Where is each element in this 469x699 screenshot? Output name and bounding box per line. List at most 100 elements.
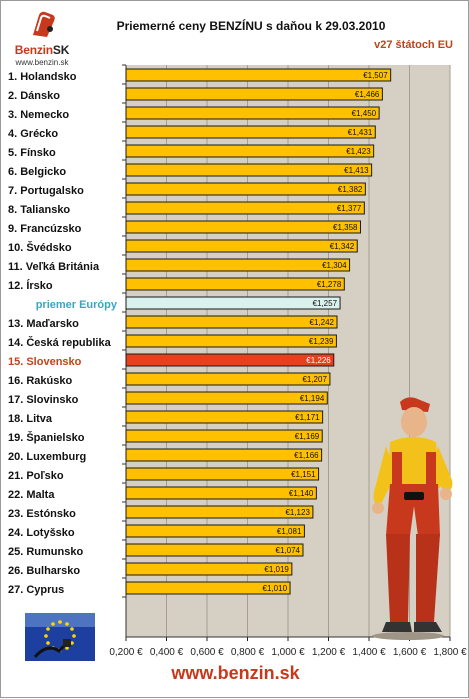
bar-value-label: €1,423 [346, 147, 371, 156]
bar-value-label: €1,169 [295, 432, 320, 441]
country-label: 24. Lotyšsko [8, 527, 75, 539]
country-label: 3. Nemecko [8, 109, 69, 121]
bar[interactable] [125, 505, 314, 519]
bar[interactable] [125, 429, 323, 443]
bar-value-label: €1,081 [277, 527, 302, 536]
bar[interactable] [125, 486, 317, 500]
bar[interactable] [125, 144, 375, 158]
bar[interactable] [125, 581, 291, 595]
x-tick-label: 1,200 € [312, 647, 346, 658]
bar[interactable] [125, 87, 383, 101]
bar[interactable] [125, 372, 331, 386]
bar[interactable] [125, 68, 392, 82]
bar-value-label: €1,207 [302, 375, 327, 384]
bar-value-label: €1,226 [306, 356, 331, 365]
eu-flag-icon [25, 613, 95, 661]
bar-value-label: €1,166 [294, 451, 319, 460]
country-label: 22. Malta [8, 489, 55, 501]
bar[interactable] [125, 467, 320, 481]
bar-value-label: €1,074 [276, 546, 301, 555]
bar[interactable] [125, 562, 293, 576]
average-label: priemer Európy [36, 299, 118, 311]
bar-value-label: €1,278 [317, 280, 342, 289]
country-label: 11. Veľká Británia [8, 261, 100, 273]
bar[interactable] [125, 353, 335, 367]
bar[interactable] [125, 125, 376, 139]
country-label: 12. Írsko [8, 279, 53, 292]
bar[interactable] [125, 277, 345, 291]
bar-value-label: €1,304 [322, 261, 347, 270]
bar-value-label: €1,242 [310, 318, 335, 327]
bar[interactable] [125, 106, 380, 120]
bar[interactable] [125, 334, 337, 348]
bar-value-label: €1,019 [264, 565, 289, 574]
country-label: 5. Fínsko [8, 147, 56, 159]
bar[interactable] [125, 410, 324, 424]
bar[interactable] [125, 220, 361, 234]
logo-brand: BenzinSK [14, 43, 70, 57]
bars: €1,507 €1,466 €1,450 €1,431 €1,423 €1,413 €1,3… [125, 68, 392, 595]
bar-value-label: €1,466 [355, 90, 380, 99]
country-label: 15. Slovensko [8, 356, 82, 368]
bar-value-label: €1,358 [333, 223, 358, 232]
bar[interactable] [125, 448, 323, 462]
footer-url[interactable]: www.benzin.sk [171, 663, 300, 683]
x-tick-label: 0,800 € [231, 647, 265, 658]
country-label: 13. Maďarsko [8, 318, 79, 330]
bar[interactable] [125, 201, 365, 215]
country-label: 18. Litva [8, 413, 53, 425]
bar-value-label: €1,257 [313, 299, 338, 308]
category-labels: 1. Holandsko 2. Dánsko 3. Nemecko 4. Grécko… [8, 71, 118, 596]
bar[interactable] [125, 239, 358, 253]
bar-value-label: €1,450 [352, 109, 377, 118]
country-label: 4. Grécko [8, 128, 58, 140]
x-tick-label: 1,800 € [433, 647, 467, 658]
bar-value-label: €1,507 [363, 71, 388, 80]
logo-brand-suffix: SK [52, 43, 70, 57]
country-label: 21. Poľsko [8, 470, 64, 482]
country-label: 9. Francúzsko [8, 223, 82, 235]
country-label: 6. Belgicko [8, 166, 66, 178]
country-label: 7. Portugalsko [8, 185, 84, 197]
bar-value-label: €1,431 [348, 128, 373, 137]
country-label: 8. Taliansko [8, 204, 70, 216]
bar[interactable] [125, 543, 304, 557]
bar-value-label: €1,123 [285, 508, 310, 517]
country-label: 16. Rakúsko [8, 375, 72, 387]
country-label: 17. Slovinsko [8, 394, 79, 406]
country-label: 25. Rumunsko [8, 546, 83, 558]
x-tick-label: 1,000 € [271, 647, 305, 658]
bar[interactable] [125, 163, 373, 177]
bar-value-label: €1,010 [263, 584, 288, 593]
x-tick-label: 0,400 € [150, 647, 184, 658]
bar[interactable] [125, 315, 338, 329]
bar[interactable] [125, 258, 351, 272]
country-label: 1. Holandsko [8, 71, 77, 83]
mechanic-mascot-icon [372, 397, 453, 640]
bar-value-label: €1,377 [337, 204, 362, 213]
bar-value-label: €1,413 [344, 166, 369, 175]
bar-value-label: €1,194 [300, 394, 325, 403]
country-label: 10. Švédsko [8, 241, 72, 254]
logo-url: www.benzin.sk [15, 58, 69, 67]
bar-value-label: €1,239 [309, 337, 334, 346]
bar-value-label: €1,171 [295, 413, 320, 422]
x-tick-label: 0,600 € [190, 647, 224, 658]
country-label: 2. Dánsko [8, 90, 60, 102]
bar[interactable] [125, 524, 305, 538]
country-label: 14. Česká republika [8, 336, 112, 349]
country-label: 26. Bulharsko [8, 565, 80, 577]
bar[interactable] [125, 391, 328, 405]
fuel-nozzle-icon [33, 11, 55, 38]
bar-value-label: €1,140 [289, 489, 314, 498]
bar[interactable] [125, 296, 341, 310]
bar-value-label: €1,342 [330, 242, 355, 251]
bar[interactable] [125, 182, 366, 196]
country-label: 27. Cyprus [8, 584, 64, 596]
country-label: 19. Španielsko [8, 431, 85, 444]
bar-value-label: €1,382 [338, 185, 363, 194]
benzin-sk-logo[interactable]: BenzinSK www.benzin.sk [7, 9, 77, 67]
x-tick-label: 1,600 € [393, 647, 427, 658]
